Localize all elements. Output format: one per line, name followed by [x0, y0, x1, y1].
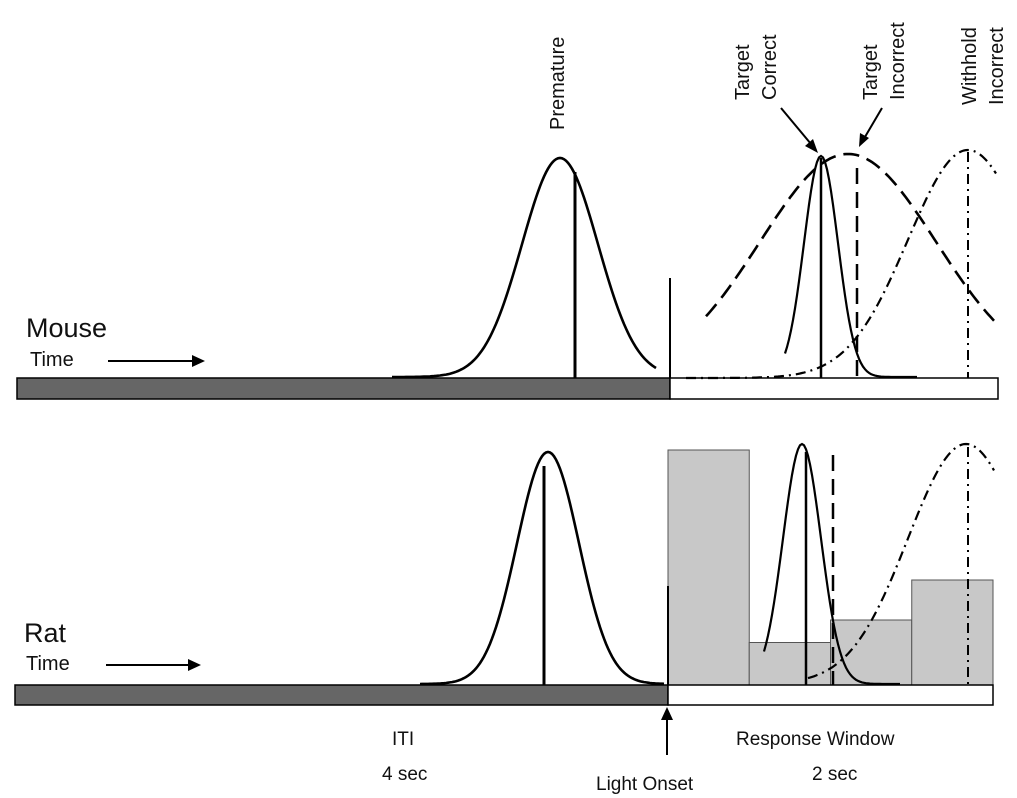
- light-onset-arrowhead: [661, 707, 673, 720]
- mouse-premature-curve: [392, 156, 657, 379]
- mouse-target-correct-arrowhead: [805, 139, 818, 153]
- rat-histogram-bar: [911, 579, 994, 686]
- rat-time-label: Time: [26, 653, 70, 675]
- rat-panel: Rat Time: [14, 442, 995, 706]
- withhold-incorrect-label-line2: Incorrect: [986, 27, 1008, 105]
- mouse-target-incorrect-arrowhead: [859, 133, 869, 147]
- rat-iti-bar: [14, 684, 669, 706]
- target-correct-label-line1: Target: [732, 44, 754, 100]
- rat-time-arrowhead: [188, 659, 201, 671]
- response-window-label: Response Window: [736, 729, 895, 750]
- timeline-labels: ITI 4 sec Light Onset Response Window 2 …: [382, 707, 895, 795]
- premature-label: Premature: [547, 37, 569, 130]
- iti-duration: 4 sec: [382, 764, 427, 785]
- response-window-duration: 2 sec: [812, 764, 857, 785]
- mouse-target-incorrect-curve: [705, 152, 995, 322]
- mouse-panel: Mouse Time Premature Target Correct Targ…: [16, 22, 1008, 400]
- mouse-time-arrowhead: [192, 355, 205, 367]
- light-onset-label: Light Onset: [596, 774, 694, 795]
- rat-label: Rat: [24, 618, 67, 648]
- target-incorrect-label-line2: Incorrect: [887, 22, 909, 100]
- rat-histogram: [667, 449, 994, 686]
- iti-label: ITI: [392, 729, 414, 750]
- rat-premature-curve: [419, 450, 665, 686]
- rat-withhold-incorrect-curve: [807, 442, 995, 680]
- withhold-incorrect-label-line1: Withhold: [959, 27, 981, 105]
- mouse-label: Mouse: [26, 313, 107, 343]
- target-incorrect-label-line1: Target: [860, 44, 882, 100]
- rat-histogram-bar: [830, 619, 913, 686]
- rat-response-bar: [667, 684, 994, 706]
- mouse-response-bar: [669, 377, 999, 400]
- target-correct-label-line2: Correct: [759, 34, 781, 100]
- mouse-iti-bar: [16, 377, 671, 400]
- mouse-withhold-incorrect-curve: [686, 148, 997, 380]
- mouse-target-correct-curve: [783, 154, 917, 379]
- rat-histogram-bar: [748, 642, 831, 686]
- mouse-time-label: Time: [30, 349, 74, 371]
- rat-histogram-bar: [667, 449, 750, 686]
